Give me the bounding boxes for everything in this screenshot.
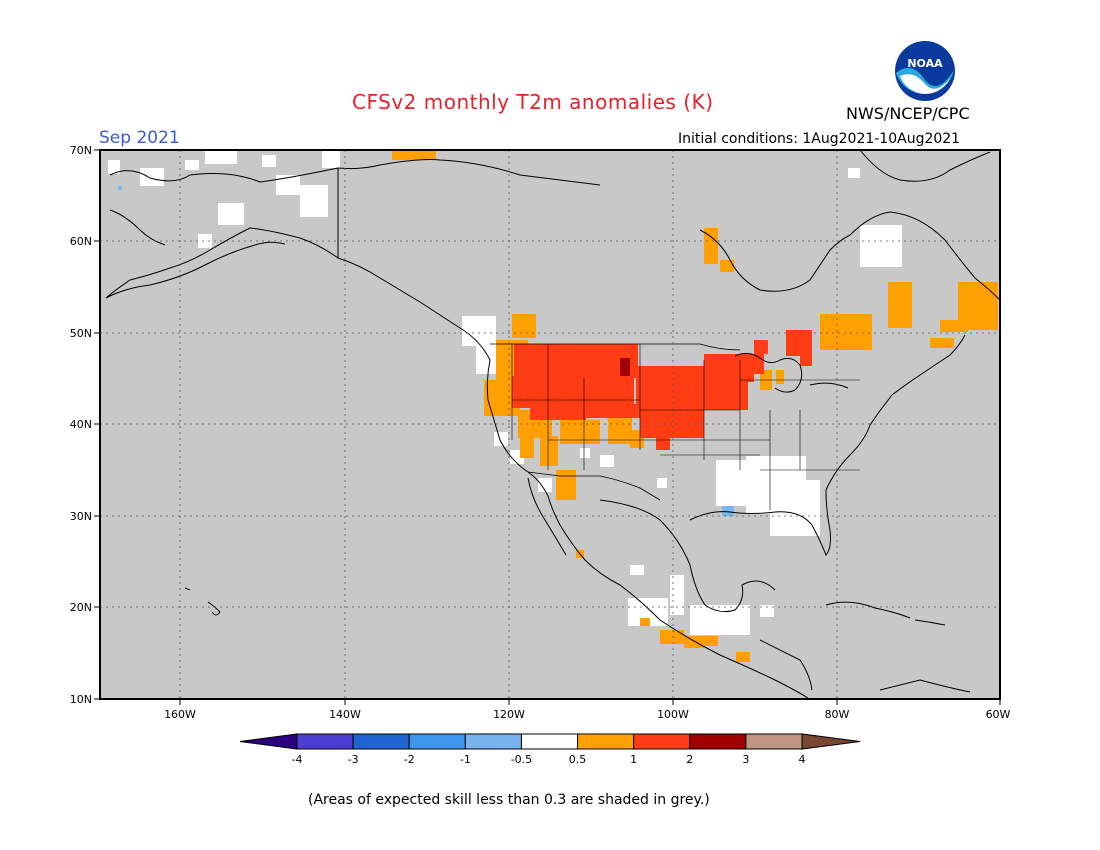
colorbar-tick-label: 1	[630, 753, 637, 766]
colorbar-tick-label: 0.5	[569, 753, 587, 766]
noaa-logo-icon: NOAA	[895, 41, 955, 101]
colorbar-tick-label: -4	[292, 753, 303, 766]
lat-label: 40N	[70, 418, 92, 431]
neutral-anomaly-regions	[108, 150, 902, 635]
initial-conditions: Initial conditions: 1Aug2021-10Aug2021	[678, 131, 961, 147]
colorbar-box	[633, 733, 691, 750]
lat-label: 50N	[70, 327, 92, 340]
cool-anomaly-regions	[118, 186, 734, 516]
forecast-month: Sep 2021	[99, 128, 180, 148]
lat-label: 70N	[70, 144, 92, 157]
svg-text:NOAA: NOAA	[907, 57, 943, 70]
colorbar-box	[464, 733, 522, 750]
lat-label: 60N	[70, 235, 92, 248]
warm-anomaly-2-to-3	[620, 358, 630, 376]
warm-anomaly-1-to-2	[512, 330, 812, 450]
colorbar-box	[520, 733, 579, 750]
colorbar-tick-label: -1	[460, 753, 471, 766]
colorbar-arrow-high	[801, 733, 861, 750]
colorbar-box	[689, 733, 747, 750]
map-gridlines	[100, 150, 1000, 699]
lon-label: 60W	[986, 708, 1011, 721]
colorbar-tick-label: -0.5	[511, 753, 532, 766]
colorbar-box	[352, 733, 410, 750]
lon-label: 160W	[164, 708, 196, 721]
lon-label: 100W	[657, 708, 689, 721]
skill-footnote: (Areas of expected skill less than 0.3 a…	[308, 792, 710, 808]
lat-label: 20N	[70, 601, 92, 614]
colorbar: -4 -3 -2 -1 -0.5 0.5 1 2 3 4	[239, 733, 861, 766]
colorbar-tick-label: -3	[348, 753, 359, 766]
colorbar-tick-label: 3	[742, 753, 749, 766]
lon-label: 120W	[493, 708, 525, 721]
org-label: NWS/NCEP/CPC	[846, 104, 970, 123]
lat-label: 10N	[70, 693, 92, 706]
lon-label: 80W	[825, 708, 850, 721]
lon-label: 140W	[329, 708, 361, 721]
colorbar-arrow-low	[239, 733, 298, 750]
coastlines-and-borders	[105, 149, 1001, 699]
lat-label: 30N	[70, 510, 92, 523]
colorbar-tick-label: 4	[799, 753, 806, 766]
map-title: CFSv2 monthly T2m anomalies (K)	[352, 90, 714, 114]
colorbar-box	[577, 733, 635, 750]
colorbar-tick-label: -2	[404, 753, 415, 766]
colorbar-tick-label: 2	[686, 753, 693, 766]
axis-ticks	[94, 149, 1001, 705]
colorbar-box	[296, 733, 354, 750]
colorbar-box	[745, 733, 803, 750]
colorbar-box	[408, 733, 466, 750]
